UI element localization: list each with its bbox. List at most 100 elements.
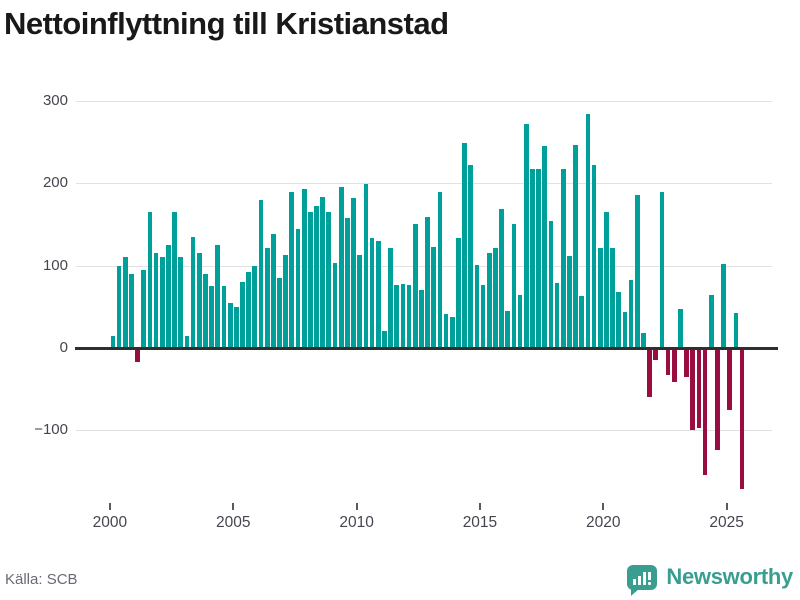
bar xyxy=(456,237,461,348)
bar xyxy=(332,263,338,348)
bar xyxy=(542,146,548,348)
y-tick-label: 0 xyxy=(59,339,68,356)
bar xyxy=(400,283,406,348)
x-tick-mark xyxy=(232,503,235,510)
bar xyxy=(277,278,282,348)
bar xyxy=(696,349,702,428)
bar xyxy=(295,228,301,348)
bar xyxy=(671,349,677,383)
bar xyxy=(122,257,128,348)
bar xyxy=(610,248,615,348)
bar xyxy=(622,311,628,348)
bar-chart-icon xyxy=(633,578,637,585)
bar xyxy=(665,349,671,375)
bar xyxy=(554,282,560,348)
bar xyxy=(702,349,708,475)
bar xyxy=(215,245,221,348)
bar xyxy=(523,124,529,348)
bar xyxy=(382,330,387,348)
x-tick-mark xyxy=(355,503,358,510)
bar xyxy=(314,205,319,348)
bar xyxy=(252,265,258,348)
bar xyxy=(449,316,455,348)
bar xyxy=(659,191,665,348)
bar xyxy=(511,223,517,348)
bar xyxy=(184,335,190,348)
bar xyxy=(493,247,498,348)
plot-area: 2000 2005 2010 2015 2020 2025 xyxy=(75,95,778,531)
bar xyxy=(270,234,276,348)
x-tick-label: 2010 xyxy=(339,514,374,531)
bar xyxy=(480,284,486,348)
bar xyxy=(647,349,652,398)
x-tick-mark xyxy=(725,503,728,510)
bar xyxy=(289,191,295,348)
bar xyxy=(733,313,739,348)
bar xyxy=(690,349,696,431)
bar xyxy=(634,194,640,348)
bar xyxy=(505,310,511,348)
bar xyxy=(221,286,227,348)
gridline xyxy=(76,183,772,185)
bar xyxy=(591,164,597,348)
y-tick-label: −100 xyxy=(34,421,68,439)
bar xyxy=(548,221,554,348)
bar xyxy=(517,295,523,348)
bar xyxy=(301,189,307,348)
y-tick-label: 100 xyxy=(42,256,68,274)
y-axis-labels: 300 200 100 0 −100 xyxy=(0,0,68,600)
bar xyxy=(394,285,400,348)
bar xyxy=(338,186,344,348)
bar xyxy=(166,245,171,348)
bar xyxy=(326,212,332,348)
source-label: Källa: SCB xyxy=(5,571,78,588)
bar xyxy=(129,273,134,348)
bar xyxy=(369,237,375,348)
bar xyxy=(363,184,369,348)
bar xyxy=(178,257,184,348)
bar xyxy=(468,164,474,348)
bar xyxy=(233,306,239,348)
bar xyxy=(443,314,449,348)
bar xyxy=(684,349,689,378)
bar xyxy=(227,302,233,348)
bar xyxy=(653,349,659,361)
bar xyxy=(190,236,196,348)
bar xyxy=(474,264,480,348)
bar xyxy=(153,253,159,348)
bar xyxy=(431,246,437,348)
bar xyxy=(573,144,578,348)
newsworthy-logo-text: Newsworthy xyxy=(666,564,793,589)
bar xyxy=(196,253,202,348)
bar xyxy=(628,279,634,348)
bar xyxy=(560,168,566,348)
newsworthy-bubble-icon xyxy=(627,564,658,596)
x-tick-label: 2025 xyxy=(709,514,744,531)
bar xyxy=(678,309,683,348)
bar xyxy=(116,265,122,348)
x-tick-mark xyxy=(478,503,481,510)
bar xyxy=(536,169,541,348)
bar xyxy=(147,212,153,348)
bar xyxy=(616,292,622,348)
bar xyxy=(597,248,603,348)
x-tick-mark xyxy=(108,503,111,510)
bar xyxy=(344,217,350,348)
bar xyxy=(240,282,245,348)
bar xyxy=(203,273,208,348)
bar xyxy=(172,212,177,348)
bar xyxy=(141,269,147,348)
x-tick-label: 2000 xyxy=(92,514,128,531)
newsworthy-logo: Newsworthy xyxy=(627,564,793,596)
bar xyxy=(307,212,313,348)
y-tick-label: 200 xyxy=(42,174,68,192)
bar xyxy=(486,253,492,348)
bar xyxy=(462,143,467,348)
bar xyxy=(159,257,165,348)
bar xyxy=(425,217,430,348)
bar xyxy=(357,255,363,348)
x-tick-label: 2020 xyxy=(586,514,621,531)
bar xyxy=(641,333,646,348)
zero-line xyxy=(75,347,778,350)
